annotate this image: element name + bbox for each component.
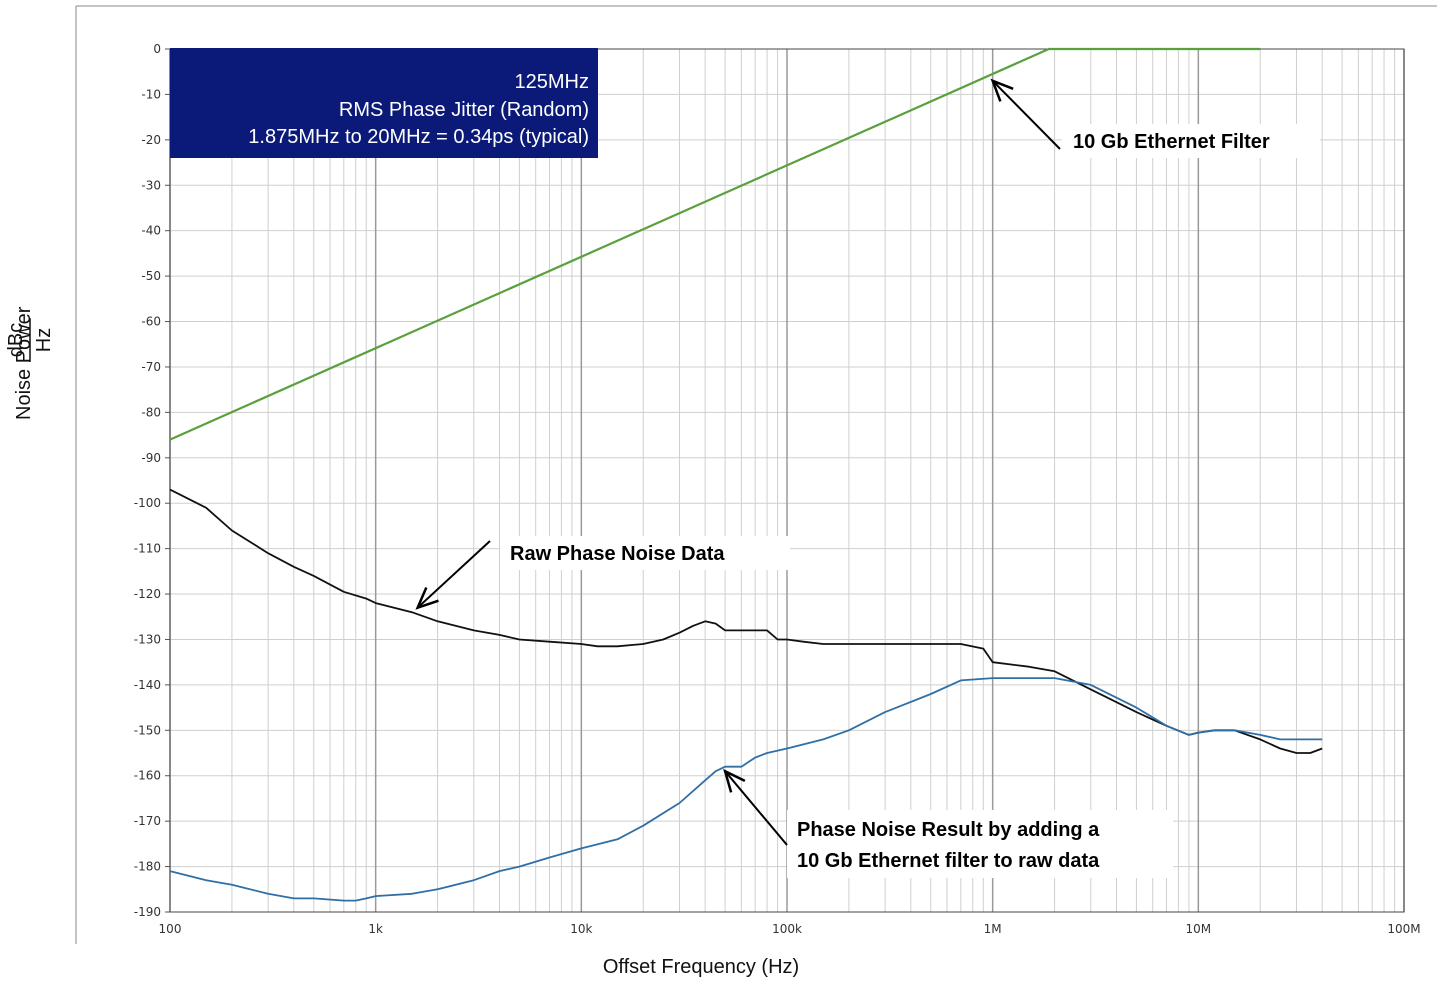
y-tick-labels: 0 -10 -20 -30 -40 -50 -60 -70 -80 -90 -100 -110 -120… [134,42,161,919]
annotation-result-arrow-head [723,768,746,793]
y-tick-label: -30 [141,178,161,192]
series-line-filter [169,47,1261,441]
annotation-result-text-1: Phase Noise Result by adding a [797,819,1100,841]
info-line-1: 125MHz [515,71,589,93]
annotation-filter-arrow [990,78,1061,150]
x-tick-label: 1M [984,922,1002,936]
info-line-3: 1.875MHz to 20MHz = 0.34ps (typical) [248,126,589,148]
x-tick-label: 100 [159,922,182,936]
annotation-raw-arrow-head [415,586,439,610]
y-axis-label: Noise Power dBc Hz [5,306,55,420]
info-box-background [170,48,598,158]
annotation-raw-arrow [415,540,491,610]
x-tick-labels: 100 1k 10k 100k 1M 10M 100M [159,922,1421,936]
annotation-result-arrow [723,768,788,846]
y-tick-label: -100 [134,496,161,510]
annotation-raw-arrow-shaft [416,540,491,609]
y-tick-label: 0 [153,42,161,56]
y-tick-label: -90 [141,451,161,465]
x-tick-label: 10M [1186,922,1212,936]
annotation-filter-text: 10 Gb Ethernet Filter [1073,131,1270,153]
annotation-filter-background [1062,124,1320,158]
y-tick-label: -120 [134,587,161,601]
annotation-filter: 10 Gb Ethernet Filter [990,78,1320,158]
annotation-filter-arrow-shaft [991,80,1061,150]
y-tick-label: -160 [134,769,161,783]
series-layer [169,47,1323,902]
x-axis-label: Offset Frequency (Hz) [603,956,799,978]
info-line-2: RMS Phase Jitter (Random) [339,99,589,121]
info-box: 125MHz RMS Phase Jitter (Random) 1.875MH… [170,48,598,158]
y-tick-label: -190 [134,905,161,919]
x-tick-label: 100k [772,922,802,936]
y-tick-label: -150 [134,723,161,737]
annotation-result: Phase Noise Result by adding a 10 Gb Eth… [723,768,1173,878]
y-tick-label: -50 [141,269,161,283]
annotation-raw: Raw Phase Noise Data [415,536,790,610]
y-tick-label: -130 [134,632,161,646]
x-tick-label: 1k [368,922,383,936]
annotation-result-arrow-shaft [724,770,788,846]
major-grid [165,48,1405,913]
y-axis-unit-denominator: Hz [33,328,55,352]
y-tick-label: -20 [141,133,161,147]
series-line-result [169,677,1323,902]
y-tick-label: -60 [141,315,161,329]
y-tick-label: -170 [134,814,161,828]
y-tick-label: -70 [141,360,161,374]
y-tick-label: -10 [141,87,161,101]
x-tick-label: 10k [570,922,592,936]
series-line-raw [169,488,1323,754]
annotation-raw-text: Raw Phase Noise Data [510,543,725,565]
y-tick-label: -40 [141,224,161,238]
annotation-result-background [787,810,1173,878]
y-tick-label: -180 [134,860,161,874]
y-tick-label: -110 [134,542,161,556]
y-tick-label: -80 [141,405,161,419]
plot-border [169,48,1405,913]
x-tick-label: 100M [1387,922,1420,936]
y-tick-label: -140 [134,678,161,692]
annotation-raw-background [500,536,790,570]
annotation-result-text-2: 10 Gb Ethernet filter to raw data [797,850,1100,872]
y-axis-unit-numerator: dBc [5,323,27,357]
annotation-filter-arrow-head [990,78,1014,102]
